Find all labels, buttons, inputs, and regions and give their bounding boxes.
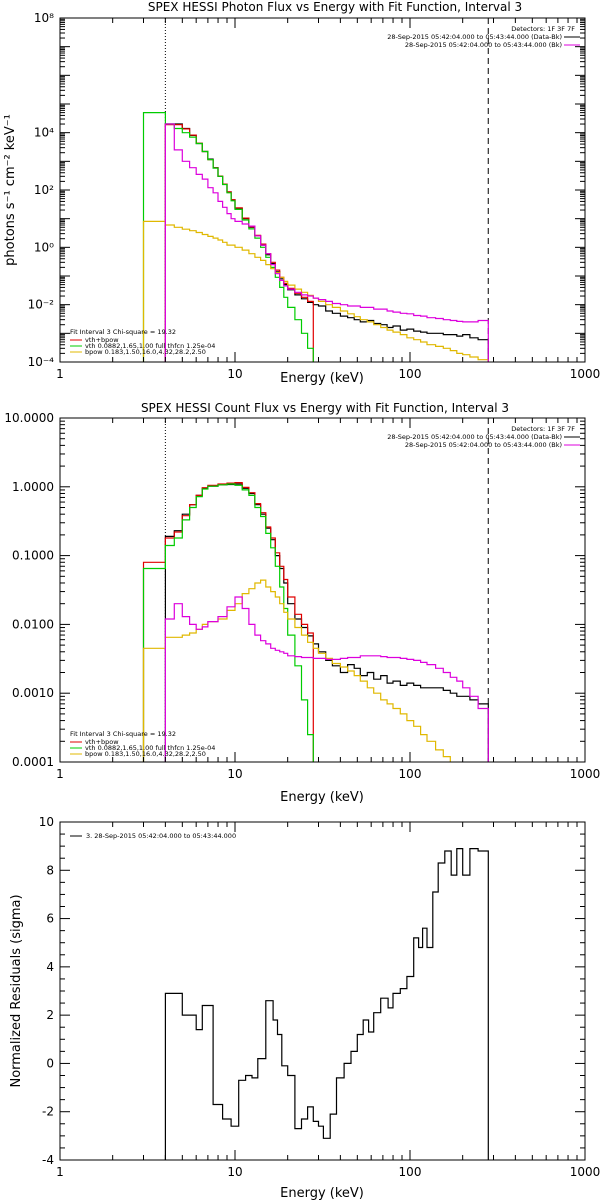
residuals-y-ticks: -4 -2 0 2 4 6 8 10 (39, 815, 585, 1167)
count-legend-label-bpow: bpow 0.183,1.50,16.0,4.32,28.2,2.50 (85, 750, 206, 758)
residuals-legend: 3. 28-Sep-2015 05:42:04.000 to 05:43:44.… (70, 832, 236, 840)
residuals-y-tick-label: 8 (46, 863, 54, 877)
residuals-x-tick-label: 1 (56, 1165, 64, 1179)
count-plot-frame (59, 417, 586, 763)
photon-x-ticks: 1 10 100 1000 (56, 18, 600, 381)
photon-x-axis-label: Energy (keV) (280, 371, 364, 386)
photon-flux-plot: SPEX HESSI Photon Flux vs Energy with Fi… (3, 0, 600, 386)
residuals-x-axis-label: Energy (keV) (280, 1186, 364, 1200)
residuals-plot: 1 10 100 1000 -4 -2 0 2 4 6 8 10 3. 28-Sep-2015 05… (9, 815, 600, 1200)
residuals-plot-data (164, 848, 489, 1160)
count-x-tick-label: 1000 (570, 767, 600, 781)
residuals-x-tick-label: 1000 (570, 1165, 600, 1179)
photon-info: Detectors: 1F 3F 7F 28-Sep-2015 05:42:04… (387, 25, 580, 49)
count-plot-data (142, 418, 489, 762)
photon-y-tick-label: 10⁻⁴ (28, 355, 55, 369)
count-y-tick-label: 1.0000 (12, 480, 54, 494)
count-flux-plot: SPEX HESSI Count Flux vs Energy with Fit… (4, 401, 600, 805)
count-y-ticks: 0.0001 0.0010 0.0100 0.1000 1.0000 10.0000 (4, 411, 585, 769)
count-info: Detectors: 1F 3F 7F 28-Sep-2015 05:42:04… (387, 425, 580, 449)
residuals-x-tick-label: 10 (227, 1165, 242, 1179)
photon-legend-label-vth: vth 0.0882,1.65,1.00 full thfcn 1.25e-04 (85, 342, 215, 350)
photon-series-0 (164, 123, 489, 362)
count-detectors-label: Detectors: 1F 3F 7F (511, 425, 575, 433)
count-y-tick-label: 0.0010 (12, 686, 54, 700)
photon-series-1 (164, 124, 314, 362)
count-y-tick-label: 0.0001 (12, 755, 54, 769)
photon-legend-label-total: vth+bpow (85, 336, 119, 344)
residuals-y-tick-label: -4 (42, 1153, 54, 1167)
count-data-bk-label: 28-Sep-2015 05:42:04.000 to 05:43:44.000… (387, 433, 562, 441)
count-y-tick-label: 0.0100 (12, 617, 54, 631)
residuals-y-axis-label: Normalized Residuals (sigma) (9, 894, 24, 1087)
photon-plot-data (142, 18, 489, 362)
photon-plot-title: SPEX HESSI Photon Flux vs Energy with Fi… (148, 0, 522, 14)
residuals-y-tick-label: 2 (46, 1008, 54, 1022)
count-legend: Fit Interval 3 Chi-square = 19.32 vth+bp… (70, 730, 215, 758)
count-legend-title: Fit Interval 3 Chi-square = 19.32 (70, 730, 176, 738)
photon-plot-frame (59, 17, 586, 363)
photon-legend: Fit Interval 3 Chi-square = 19.32 vth+bp… (70, 328, 215, 356)
count-y-tick-label: 10.0000 (4, 411, 54, 425)
photon-y-tick-label: 10⁰ (34, 240, 54, 254)
residuals-legend-label: 3. 28-Sep-2015 05:42:04.000 to 05:43:44.… (86, 832, 236, 840)
photon-x-tick-label: 1 (56, 367, 64, 381)
photon-y-tick-label: 10⁴ (34, 126, 54, 140)
residuals-y-tick-label: -2 (42, 1105, 54, 1119)
residuals-plot-frame (59, 821, 586, 1161)
photon-x-tick-label: 1000 (570, 367, 600, 381)
count-y-tick-label: 0.1000 (12, 549, 54, 563)
count-x-tick-label: 10 (227, 767, 242, 781)
count-series-2 (142, 483, 314, 762)
photon-y-tick-label: 10² (34, 183, 54, 197)
count-x-tick-label: 1 (56, 767, 64, 781)
count-bk-label: 28-Sep-2015 05:42:04.000 to 05:43:44.000… (405, 441, 562, 449)
photon-bk-label: 28-Sep-2015 05:42:04.000 to 05:43:44.000… (405, 41, 562, 49)
photon-y-ticks: 10⁻⁴ 10⁻² 10⁰ 10² 10⁴ 10⁸ (28, 11, 585, 369)
photon-y-tick-label: 10⁻² (28, 298, 55, 312)
count-x-ticks: 1 10 100 1000 (56, 418, 600, 781)
photon-x-tick-label: 10 (227, 367, 242, 381)
photon-y-tick-label: 10⁸ (34, 11, 54, 25)
residuals-y-tick-label: 0 (46, 1056, 54, 1070)
count-legend-label-total: vth+bpow (85, 738, 119, 746)
residuals-y-tick-label: 6 (46, 912, 54, 926)
photon-series-2 (142, 112, 314, 362)
residuals-x-tick-label: 100 (399, 1165, 422, 1179)
residuals-y-tick-label: 4 (46, 960, 54, 974)
count-series-4 (164, 596, 489, 762)
residuals-series-0 (164, 848, 489, 1160)
photon-data-bk-label: 28-Sep-2015 05:42:04.000 to 05:43:44.000… (387, 33, 562, 41)
photon-legend-title: Fit Interval 3 Chi-square = 19.32 (70, 328, 176, 336)
count-legend-label-vth: vth 0.0882,1.65,1.00 full thfcn 1.25e-04 (85, 744, 215, 752)
residuals-y-tick-label: 10 (39, 815, 54, 829)
count-x-tick-label: 100 (399, 767, 422, 781)
photon-y-axis-label: photons s⁻¹ cm⁻² keV⁻¹ (3, 114, 18, 266)
count-series-0 (164, 483, 489, 762)
photon-detectors-label: Detectors: 1F 3F 7F (511, 25, 575, 33)
photon-series-4 (164, 123, 489, 362)
count-plot-title: SPEX HESSI Count Flux vs Energy with Fit… (141, 401, 509, 415)
photon-x-tick-label: 100 (399, 367, 422, 381)
photon-legend-label-bpow: bpow 0.183,1.50,16.0,4.32,28.2,2.50 (85, 348, 206, 356)
photon-series-3 (142, 220, 489, 362)
count-x-axis-label: Energy (keV) (280, 790, 364, 805)
count-series-3 (142, 579, 451, 762)
residuals-x-ticks: 1 10 100 1000 (56, 822, 600, 1179)
